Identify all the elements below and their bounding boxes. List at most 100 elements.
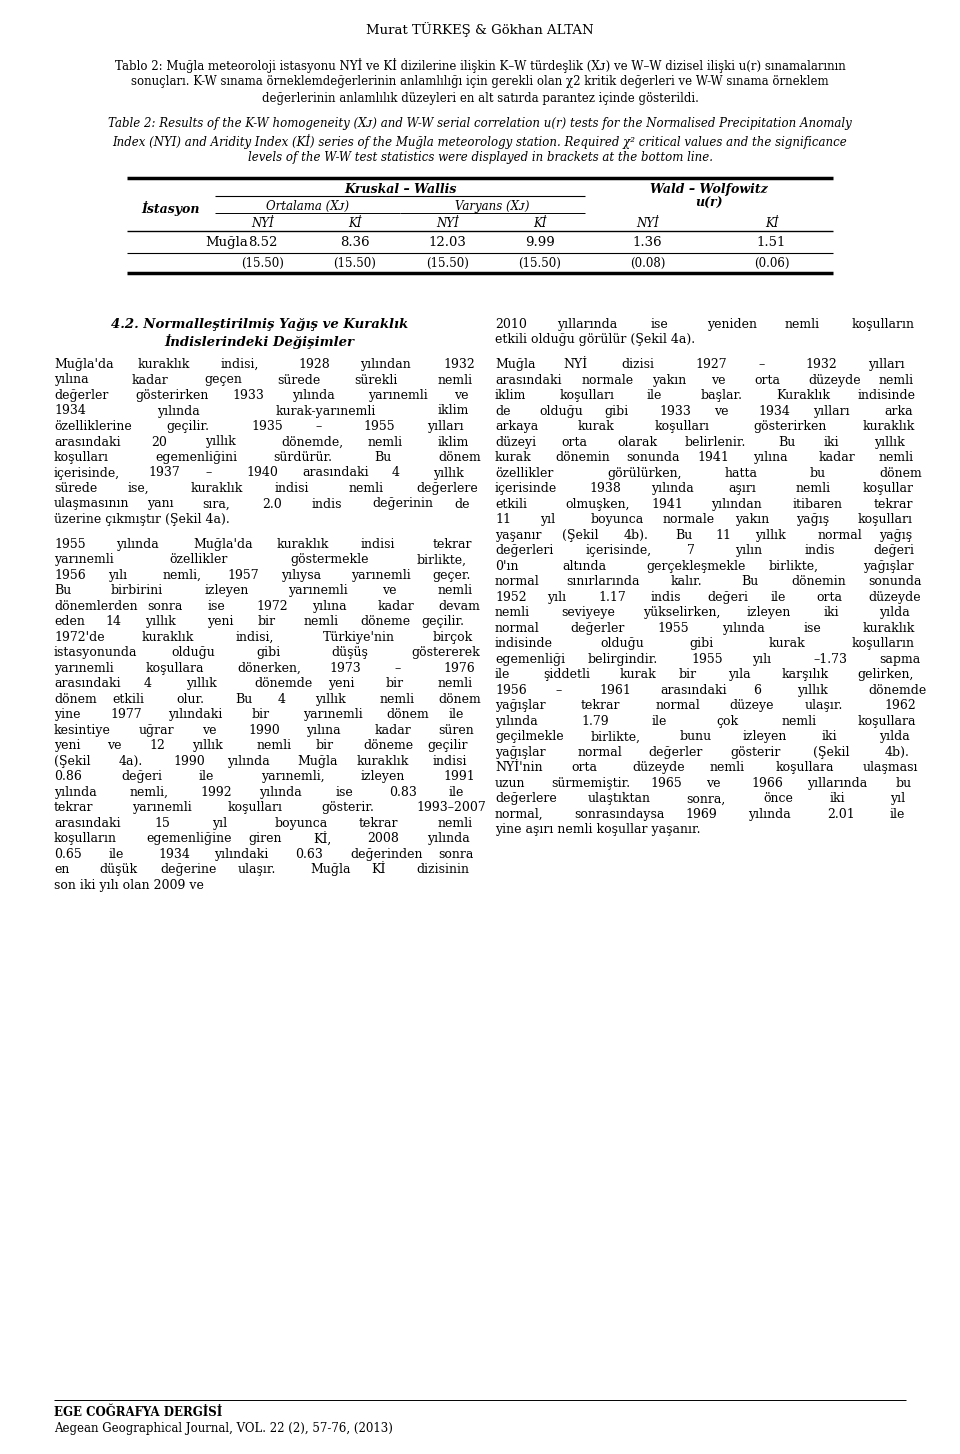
Text: yılında: yılında	[427, 832, 470, 845]
Text: yıl: yıl	[540, 513, 555, 526]
Text: yılda: yılda	[879, 730, 910, 743]
Text: aşırı: aşırı	[729, 483, 756, 496]
Text: 1992: 1992	[200, 785, 231, 798]
Text: yılı: yılı	[547, 590, 565, 603]
Text: 8.52: 8.52	[248, 236, 277, 249]
Text: dönerken,: dönerken,	[238, 662, 301, 675]
Text: sınırlarında: sınırlarında	[566, 576, 640, 589]
Text: 1962: 1962	[884, 699, 916, 712]
Text: Kİ: Kİ	[348, 217, 362, 230]
Text: kuraklık: kuraklık	[863, 420, 915, 433]
Text: ise: ise	[335, 785, 353, 798]
Text: Kİ: Kİ	[765, 217, 779, 230]
Text: yıllık: yıllık	[797, 683, 828, 696]
Text: iki: iki	[829, 792, 845, 806]
Text: gelirken,: gelirken,	[857, 669, 914, 682]
Text: levels of the W-W test statistics were displayed in brackets at the bottom line.: levels of the W-W test statistics were d…	[248, 151, 712, 164]
Text: yıllık: yıllık	[315, 692, 346, 705]
Text: kesintiye: kesintiye	[54, 724, 110, 737]
Text: dönem: dönem	[438, 451, 481, 464]
Text: –1.73: –1.73	[813, 653, 847, 666]
Text: 1938: 1938	[589, 483, 621, 496]
Text: ile: ile	[448, 785, 465, 798]
Text: değerleri: değerleri	[495, 544, 553, 557]
Text: düzeyde: düzeyde	[633, 762, 685, 775]
Text: (Şekil: (Şekil	[813, 746, 850, 759]
Text: indisinde: indisinde	[495, 637, 553, 650]
Text: indisinde: indisinde	[857, 390, 916, 403]
Text: olarak: olarak	[617, 436, 658, 449]
Text: ile: ile	[652, 715, 667, 728]
Text: gibi: gibi	[689, 637, 714, 650]
Text: değerler: değerler	[649, 746, 703, 759]
Text: yeniden: yeniden	[707, 318, 757, 332]
Text: ve: ve	[202, 724, 216, 737]
Text: ve: ve	[714, 404, 729, 417]
Text: Bu: Bu	[778, 436, 795, 449]
Text: koşullara: koşullara	[857, 715, 916, 728]
Text: normale: normale	[662, 513, 715, 526]
Text: birlikte,: birlikte,	[417, 554, 467, 566]
Text: istasyonunda: istasyonunda	[54, 646, 137, 659]
Text: 4: 4	[392, 467, 400, 480]
Text: yarınemli: yarınemli	[302, 708, 363, 721]
Text: sonuçları. K-W sınama örneklemdeğerlerinin anlamlılığı için gerekli olan χ2 krit: sonuçları. K-W sınama örneklemdeğerlerin…	[132, 76, 828, 89]
Text: Kİ: Kİ	[372, 864, 386, 877]
Text: ise,: ise,	[128, 481, 149, 494]
Text: belirlenir.: belirlenir.	[684, 436, 746, 449]
Text: nemli: nemli	[709, 762, 744, 775]
Text: 0.65: 0.65	[54, 848, 82, 861]
Text: 1934: 1934	[758, 404, 790, 417]
Text: 12.03: 12.03	[428, 236, 467, 249]
Text: yıl: yıl	[212, 817, 228, 830]
Text: arasındaki: arasındaki	[54, 436, 121, 448]
Text: değerlere: değerlere	[495, 792, 557, 806]
Text: nemli,: nemli,	[130, 785, 169, 798]
Text: tekrar: tekrar	[359, 817, 398, 830]
Text: gerçekleşmekle: gerçekleşmekle	[646, 560, 746, 573]
Text: yılından: yılından	[360, 358, 411, 371]
Text: geçer.: geçer.	[433, 569, 471, 582]
Text: yağışlar: yağışlar	[863, 560, 913, 573]
Text: yıla: yıla	[728, 669, 750, 682]
Text: yıllık: yıllık	[192, 739, 223, 752]
Text: 12: 12	[150, 739, 166, 752]
Text: ise: ise	[207, 601, 225, 612]
Text: bir: bir	[258, 615, 276, 628]
Text: yaşanır: yaşanır	[495, 529, 541, 542]
Text: değeri: değeri	[874, 544, 915, 557]
Text: yeni: yeni	[328, 678, 354, 691]
Text: u(r): u(r)	[695, 196, 723, 209]
Text: Muğla: Muğla	[205, 236, 248, 249]
Text: yılında: yılında	[115, 538, 158, 551]
Text: ile: ile	[199, 771, 214, 784]
Text: 1976: 1976	[444, 662, 475, 675]
Text: dönem: dönem	[54, 692, 97, 705]
Text: dönemlerden: dönemlerden	[54, 601, 137, 612]
Text: şiddetli: şiddetli	[543, 669, 590, 682]
Text: 1.79: 1.79	[582, 715, 610, 728]
Text: indis: indis	[804, 544, 835, 557]
Text: yıllık: yıllık	[185, 678, 216, 691]
Text: ve: ve	[108, 739, 122, 752]
Text: dönemin: dönemin	[556, 451, 611, 464]
Text: devam: devam	[438, 601, 480, 612]
Text: yılıysa: yılıysa	[281, 569, 322, 582]
Text: sürekli: sürekli	[355, 374, 398, 387]
Text: birlikte,: birlikte,	[768, 560, 818, 573]
Text: koşullar: koşullar	[863, 483, 914, 496]
Text: kuraklık: kuraklık	[357, 755, 409, 768]
Text: değerinden: değerinden	[350, 848, 423, 861]
Text: 4: 4	[144, 678, 152, 691]
Text: ise: ise	[804, 622, 821, 635]
Text: EGE COĞRAFYA DERGİSİ: EGE COĞRAFYA DERGİSİ	[54, 1406, 223, 1419]
Text: Muğla: Muğla	[310, 864, 350, 877]
Text: olmuşken,: olmuşken,	[565, 497, 630, 510]
Text: –: –	[316, 420, 322, 433]
Text: dönem: dönem	[438, 692, 481, 705]
Text: kurak: kurak	[578, 420, 614, 433]
Text: 1990: 1990	[173, 755, 204, 768]
Text: 1961: 1961	[600, 683, 632, 696]
Text: koşulların: koşulların	[852, 318, 915, 332]
Text: içerisinde,: içerisinde,	[586, 544, 652, 557]
